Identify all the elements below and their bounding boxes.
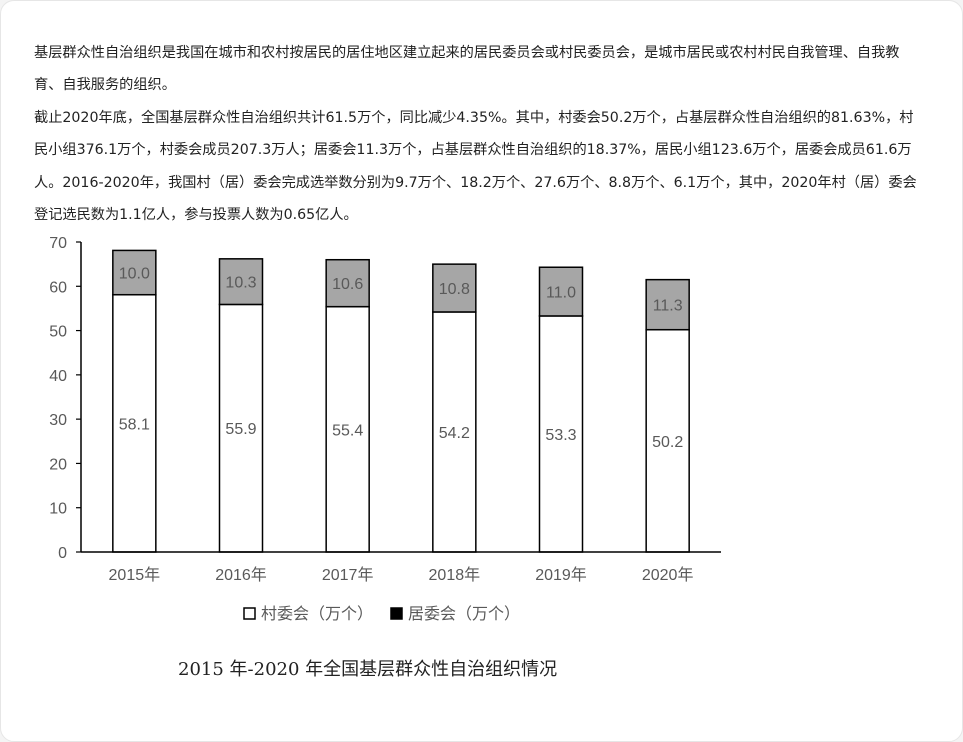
y-tick-label: 10: [49, 501, 67, 518]
x-tick-label: 2016年: [215, 566, 267, 584]
bar-value-label: 55.4: [332, 422, 363, 439]
x-tick-label: 2019年: [535, 566, 587, 584]
bar-value-label: 58.1: [119, 416, 150, 433]
legend-swatch: [390, 607, 403, 620]
bar-village-committee: [218, 303, 264, 553]
bar-residents-committee: [538, 266, 584, 317]
bar-residents-committee: [645, 278, 690, 331]
bar-village-committee: [538, 315, 584, 553]
bars-group: 58.1 10.0 55.9 10.3 55.4 10.6 54.2 10.8 53.3 11.0…: [112, 249, 690, 553]
chart-caption: 2015 年-2020 年全国基层群众性自治组织情况: [178, 659, 558, 680]
bar-value-label: 10.3: [225, 275, 256, 292]
x-tick-label: 2017年: [322, 566, 374, 584]
bar-value-label: 10.8: [439, 281, 470, 298]
x-tick-label: 2020年: [642, 566, 694, 584]
bar-residents-committee: [432, 263, 477, 313]
bar-residents-committee: [112, 249, 157, 296]
legend: 村委会（万个） 居委会（万个）: [243, 605, 520, 623]
bar-village-committee: [645, 328, 690, 553]
y-tick-label: 70: [49, 235, 67, 252]
y-tick-label: 40: [49, 368, 67, 385]
bar-village-committee: [432, 311, 477, 553]
legend-swatch: [243, 607, 256, 620]
x-axis-labels: 2015年 2016年 2017年 2018年 2019年 2020年: [109, 566, 694, 584]
intro-paragraph-1: 基层群众性自治组织是我国在城市和农村按居民的居住地区建立起来的居民委员会或村民委…: [34, 45, 900, 94]
y-axis: 0 10 20 30 40 50 60 70: [49, 235, 82, 562]
intro-text: 基层群众性自治组织是我国在城市和农村按居民的居住地区建立起来的居民委员会或村民委…: [34, 37, 924, 231]
legend-label: 村委会（万个）: [261, 605, 373, 623]
x-tick-label: 2018年: [429, 566, 481, 584]
bar-value-label: 50.2: [652, 434, 683, 451]
y-tick-label: 60: [49, 279, 67, 296]
bar-value-label: 54.2: [439, 425, 470, 442]
bar-value-label: 10.0: [119, 266, 150, 283]
y-tick-label: 30: [49, 412, 67, 429]
bar-value-label: 53.3: [545, 427, 576, 444]
legend-label: 居委会（万个）: [408, 605, 520, 623]
y-tick-label: 0: [58, 545, 67, 562]
y-tick-label: 20: [49, 456, 67, 473]
bar-residents-committee: [325, 258, 370, 308]
bar-residents-committee: [218, 258, 264, 306]
bar-village-committee: [112, 293, 157, 553]
y-tick-label: 50: [49, 324, 67, 341]
bar-value-label: 11.3: [653, 298, 683, 315]
bar-value-label: 10.6: [332, 276, 363, 293]
bar-value-label: 55.9: [225, 421, 256, 438]
x-tick-label: 2015年: [109, 566, 161, 584]
intro-paragraph-2: 截止2020年底，全国基层群众性自治组织共计61.5万个，同比减少4.35%。其…: [34, 109, 917, 224]
bar-value-label: 11.0: [546, 285, 576, 302]
